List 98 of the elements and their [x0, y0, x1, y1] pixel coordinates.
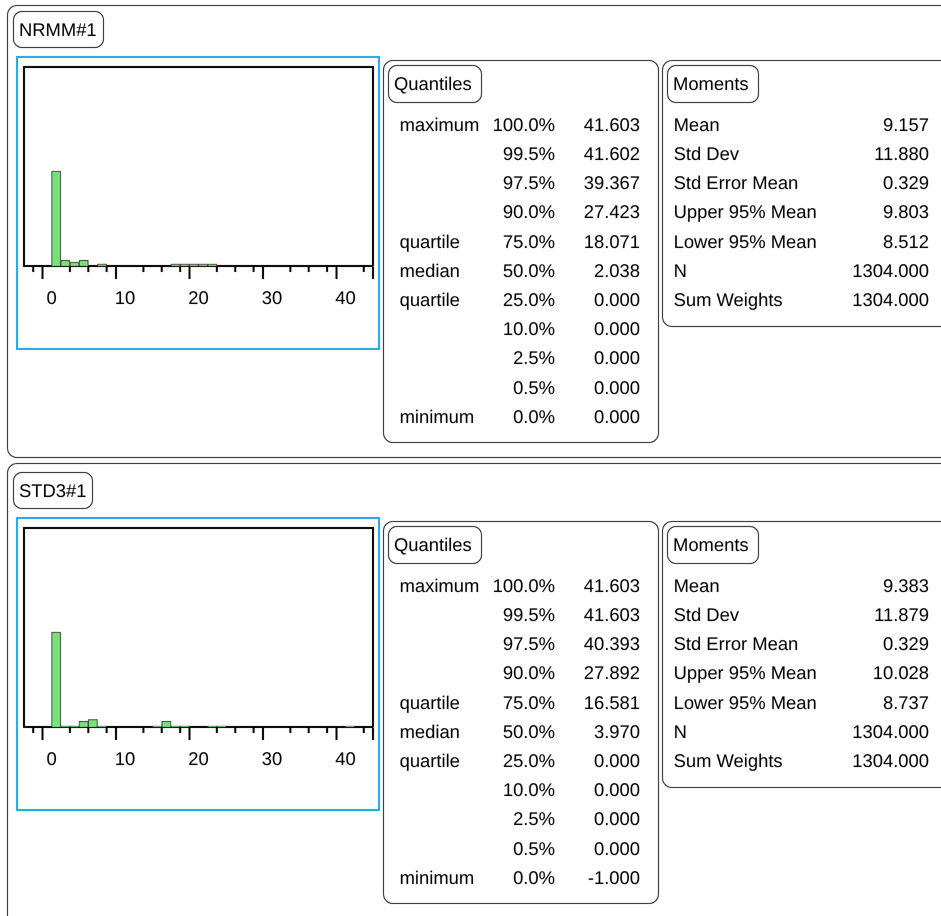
data-label: 0.000 [594, 750, 640, 771]
text: quartile [400, 692, 460, 713]
data-label: 0.000 [594, 347, 640, 368]
text: median [400, 720, 460, 742]
category-label: N [674, 720, 687, 742]
data-label: 0.000 [594, 376, 640, 398]
data-label: 41.603 [584, 604, 640, 625]
category-label: 0.5% [513, 838, 555, 859]
text: Quantiles [388, 526, 482, 564]
text: median [400, 260, 460, 281]
category-label: 50.0% [502, 260, 555, 281]
text: maximum [400, 114, 480, 135]
data-label: 0.000 [594, 318, 640, 340]
text: maximum [400, 574, 480, 596]
data-label: 16.581 [584, 692, 640, 713]
data-label: 0.000 [594, 838, 640, 859]
category-label: Mean [674, 114, 720, 135]
category-label: Upper 95% Mean [674, 662, 817, 684]
category-label: Std Error Mean [674, 172, 798, 194]
category-label: Sum Weights [674, 750, 783, 771]
category-label: 10.0% [502, 318, 555, 340]
category-label: 0.0% [513, 866, 555, 888]
category-label: 0.5% [513, 376, 555, 398]
category-label: 97.5% [502, 633, 555, 654]
category-label: 75.0% [502, 230, 555, 252]
data-label: 2.038 [594, 260, 640, 281]
category-label: 90.0% [502, 201, 555, 222]
category-label: 100.0% [492, 114, 555, 135]
text: quartile [400, 230, 460, 252]
category-label: 10.0% [502, 779, 555, 800]
data-label: 1304.000 [852, 720, 929, 742]
category-label: 100.0% [492, 574, 555, 596]
data-label: 0.000 [594, 808, 640, 830]
x-tick-label: 20 [188, 748, 209, 770]
data-label: 8.737 [882, 692, 929, 713]
x-tick-label: 0 [46, 287, 57, 308]
category-label: N [674, 260, 687, 281]
data-label: 41.603 [584, 114, 640, 135]
data-label: -1.000 [588, 866, 640, 888]
x-tick-label: 10 [114, 287, 136, 308]
data-label: 11.879 [874, 604, 929, 625]
text: minimum [400, 406, 474, 427]
data-label: 39.367 [584, 172, 640, 194]
category-label: 2.5% [513, 347, 555, 368]
category-label: Lower 95% Mean [674, 692, 817, 713]
category-label: Upper 95% Mean [674, 201, 817, 222]
text: Quantiles [388, 65, 482, 103]
category-label: 99.5% [502, 604, 555, 625]
category-label: Sum Weights [674, 289, 783, 310]
text: Moments [667, 526, 759, 564]
category-label: 2.5% [513, 808, 555, 830]
data-label: 0.000 [594, 779, 640, 800]
chart-title: STD3#1 [13, 472, 94, 509]
category-label: 97.5% [502, 172, 555, 194]
category-label: 25.0% [502, 289, 555, 310]
x-tick-label: 0 [46, 748, 57, 770]
x-tick-label: 20 [188, 287, 209, 308]
x-tick-label: 40 [335, 287, 356, 308]
category-label: 90.0% [502, 662, 555, 684]
category-label: 99.5% [502, 143, 555, 164]
category-label: 25.0% [502, 750, 555, 771]
data-label: 1304.000 [852, 289, 929, 310]
x-tick-label: 10 [114, 748, 136, 770]
x-tick-label: 30 [262, 748, 282, 770]
data-label: 9.383 [882, 574, 929, 596]
data-label: 40.393 [584, 633, 640, 654]
data-label: 18.071 [584, 230, 640, 252]
text: quartile [400, 750, 460, 771]
data-label: 41.603 [584, 574, 640, 596]
category-label: 75.0% [502, 692, 555, 713]
text: minimum [400, 866, 474, 888]
data-label: 27.423 [584, 201, 640, 222]
category-label: Std Dev [674, 604, 740, 625]
text: quartile [400, 289, 460, 310]
data-label: 0.000 [594, 289, 640, 310]
category-label: Std Dev [674, 143, 740, 164]
data-label: 9.803 [882, 201, 929, 222]
data-label: 1304.000 [852, 750, 929, 771]
category-label: 50.0% [502, 720, 555, 742]
data-label: 11.880 [874, 143, 929, 164]
x-tick-label: 40 [335, 748, 356, 770]
data-label: 27.892 [584, 662, 640, 684]
data-label: 1304.000 [852, 260, 929, 281]
data-label: 0.000 [594, 406, 640, 427]
data-label: 0.329 [882, 633, 929, 654]
data-label: 3.970 [594, 720, 640, 742]
category-label: Mean [674, 574, 720, 596]
x-tick-label: 30 [262, 287, 282, 308]
data-label: 0.329 [882, 172, 929, 194]
data-label: 8.512 [882, 230, 929, 252]
data-label: 10.028 [872, 662, 929, 684]
data-label: 9.157 [882, 114, 929, 135]
category-label: Std Error Mean [674, 633, 798, 654]
data-label: 41.602 [584, 143, 640, 164]
chart-title: NRMM#1 [13, 11, 104, 48]
category-label: 0.0% [513, 406, 555, 427]
category-label: Lower 95% Mean [674, 230, 817, 252]
text: Moments [667, 65, 759, 103]
